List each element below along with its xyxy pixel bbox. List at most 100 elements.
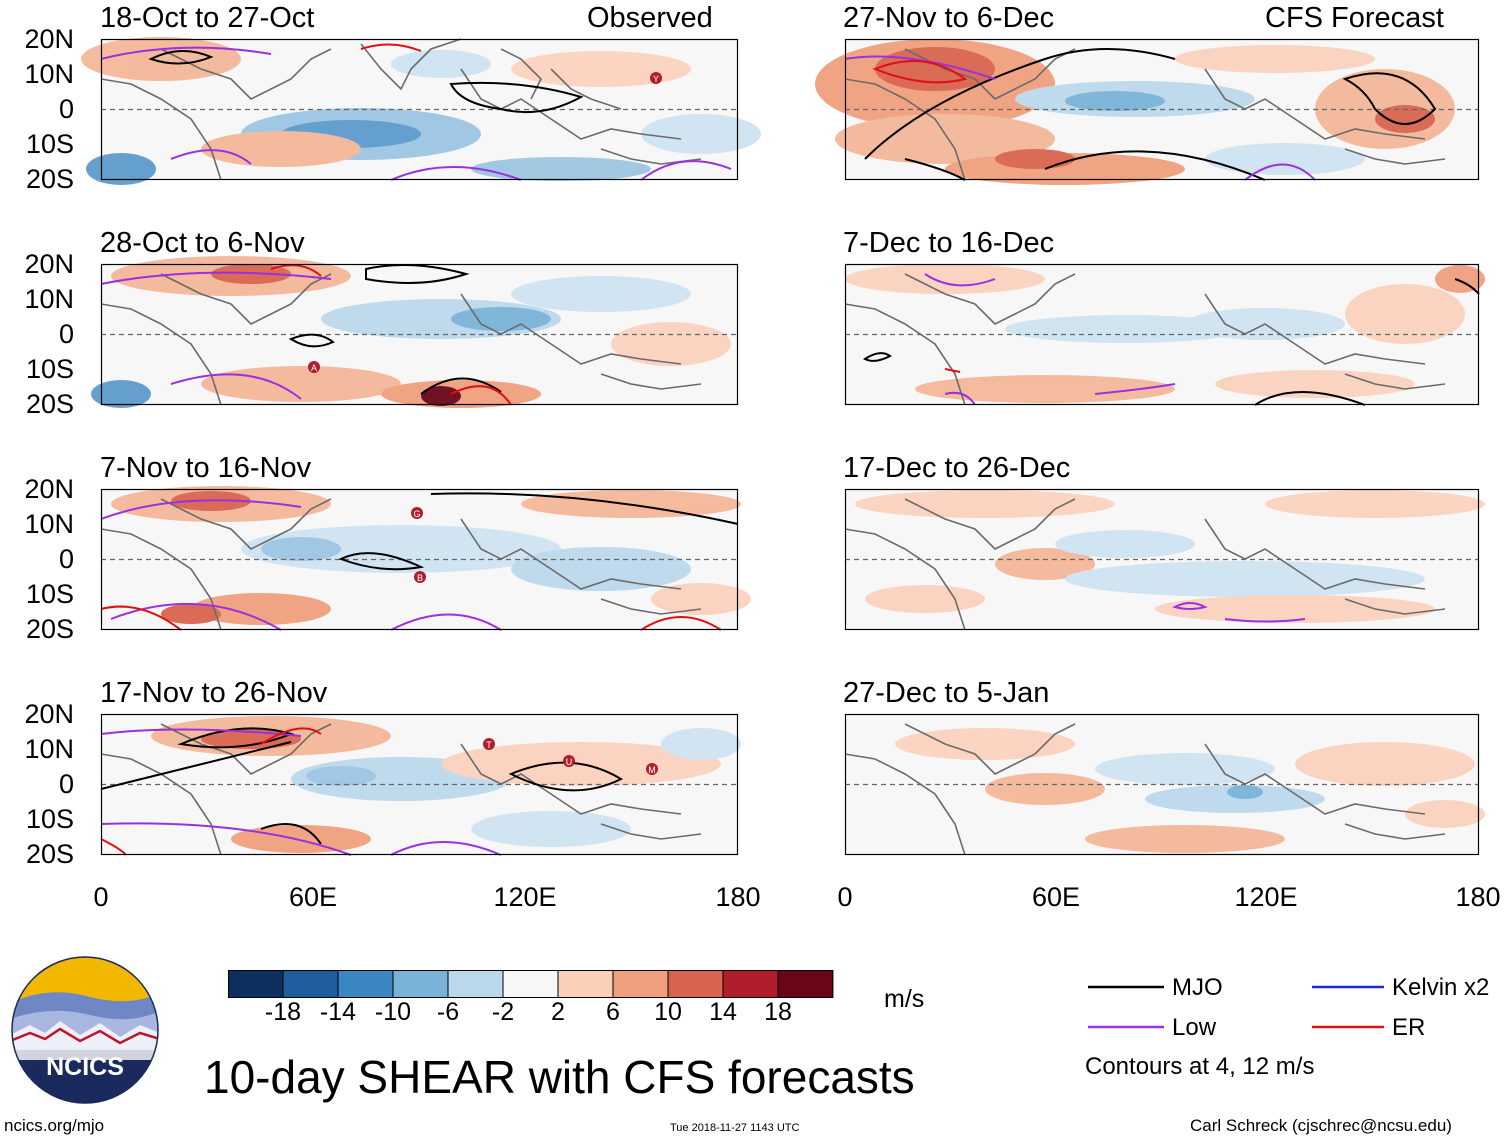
x-tick-label: 60E <box>288 882 338 912</box>
colorbar-swatch <box>338 970 394 998</box>
shear-shading <box>111 486 751 625</box>
legend-label-kelvin: Kelvin x2 <box>1392 974 1490 1001</box>
colorbar-swatch <box>283 970 339 998</box>
map-panel-forecast-2 <box>844 263 1485 406</box>
map-panel-observed-3: G B <box>100 486 751 631</box>
footer-url: ncics.org/mjo <box>4 1116 105 1135</box>
panel-frame <box>100 38 739 181</box>
contours <box>100 727 624 856</box>
contours <box>100 43 732 181</box>
panel-frame <box>844 263 1480 406</box>
y-tick-label: 10N <box>24 284 74 314</box>
panel-period-title: 27-Dec to 5-Jan <box>843 677 1050 709</box>
legend-label-er: ER <box>1392 1014 1426 1041</box>
observed-label: Observed <box>587 2 713 34</box>
forecast-label: CFS Forecast <box>1265 2 1444 34</box>
y-tick-label: 0 <box>58 544 74 574</box>
storm-marker-label: A <box>311 363 317 373</box>
panel-period-title: 7-Nov to 16-Nov <box>100 452 312 484</box>
x-tick-label: 0 <box>93 882 109 912</box>
y-tick-label: 20N <box>24 699 74 729</box>
contours <box>863 273 1480 406</box>
colorbar-swatch <box>613 970 669 998</box>
colorbar-swatch <box>228 970 284 998</box>
storm-marker: G <box>411 507 423 519</box>
shear-shading <box>815 39 1455 185</box>
colorbar-swatch <box>723 970 779 998</box>
legend-swatches-right <box>1312 985 1384 1029</box>
storm-marker-label: Y <box>653 74 659 84</box>
logo-text: NCICS <box>46 1053 124 1081</box>
y-tick-label: 10S <box>25 354 74 384</box>
panel-period-title: 17-Dec to 26-Dec <box>843 452 1071 484</box>
panel-period-title: 17-Nov to 26-Nov <box>100 677 328 709</box>
panel-frame <box>100 713 739 856</box>
storm-marker: B <box>414 571 426 583</box>
storm-marker: A <box>308 361 320 373</box>
y-tick-label: 20S <box>25 614 74 644</box>
y-tick-label: 20N <box>24 474 74 504</box>
y-tick-label: 10N <box>24 59 74 89</box>
contours <box>100 492 739 631</box>
colorbar-label: 6 <box>606 998 620 1026</box>
colorbar <box>228 970 834 998</box>
panel-period-title: 18-Oct to 27-Oct <box>100 2 315 34</box>
x-tick-label: 0 <box>837 882 853 912</box>
panel-frame <box>844 488 1480 631</box>
map-panel-observed-1: Y <box>81 37 761 185</box>
y-tick-label: 0 <box>58 769 74 799</box>
colorbar-swatch <box>668 970 724 998</box>
contours <box>844 48 1437 181</box>
panel-frame <box>100 488 739 631</box>
storm-marker: Y <box>650 72 662 84</box>
x-tick-label: 120E <box>493 882 557 912</box>
colorbar-label: 18 <box>764 998 792 1026</box>
y-tick-label: 20N <box>24 24 74 54</box>
panel-period-title: 28-Oct to 6-Nov <box>100 227 305 259</box>
storm-marker-label: U <box>566 757 573 767</box>
footer-timestamp: Tue 2018-11-27 1143 UTC <box>670 1122 800 1134</box>
map-panel-forecast-4 <box>844 713 1485 856</box>
figure-title: 10-day SHEAR with CFS forecasts <box>204 1051 915 1103</box>
colorbar-label: -10 <box>374 998 412 1026</box>
legend-contour-note: Contours at 4, 12 m/s <box>1085 1053 1315 1080</box>
colorbar-label: 2 <box>551 998 565 1026</box>
panel-period-title: 7-Dec to 16-Dec <box>843 227 1055 259</box>
storm-marker: T <box>483 738 495 750</box>
colorbar-unit: m/s <box>884 985 925 1013</box>
panel-frame <box>844 38 1480 181</box>
colorbar-label: -6 <box>436 998 460 1026</box>
shear-shading <box>855 490 1485 623</box>
contours <box>1172 602 1306 623</box>
y-tick-label: 0 <box>58 94 74 124</box>
map-panel-observed-4: T U M <box>100 713 741 856</box>
x-tick-label: 180 <box>1455 882 1501 912</box>
colorbar-label: -18 <box>264 998 302 1026</box>
colorbar-label: 10 <box>654 998 682 1026</box>
colorbar-swatch <box>778 970 834 998</box>
coastlines <box>100 498 702 631</box>
y-tick-label: 10S <box>25 579 74 609</box>
storm-marker-label: M <box>648 765 656 775</box>
panel-frame <box>844 713 1480 856</box>
storm-marker: U <box>563 755 575 767</box>
y-tick-label: 0 <box>58 319 74 349</box>
colorbar-swatch <box>448 970 504 998</box>
footer-credit: Carl Schreck (cjschrec@ncsu.edu) <box>1190 1116 1452 1135</box>
y-tick-label: 10N <box>24 509 74 539</box>
x-tick-label: 180 <box>715 882 761 912</box>
contours <box>100 264 512 406</box>
legend-label-low: Low <box>1172 1014 1217 1041</box>
y-tick-label: 20N <box>24 249 74 279</box>
map-panel-observed-2: A <box>91 256 739 408</box>
colorbar-label: -2 <box>491 998 515 1026</box>
colorbar-swatch <box>393 970 449 998</box>
colorbar-swatch <box>558 970 614 998</box>
x-tick-label: 120E <box>1234 882 1298 912</box>
storm-marker: M <box>646 763 658 775</box>
storm-marker-label: T <box>486 740 492 750</box>
y-tick-label: 20S <box>25 164 74 194</box>
legend-swatches-left <box>1088 985 1164 1029</box>
x-tick-label: 60E <box>1031 882 1081 912</box>
